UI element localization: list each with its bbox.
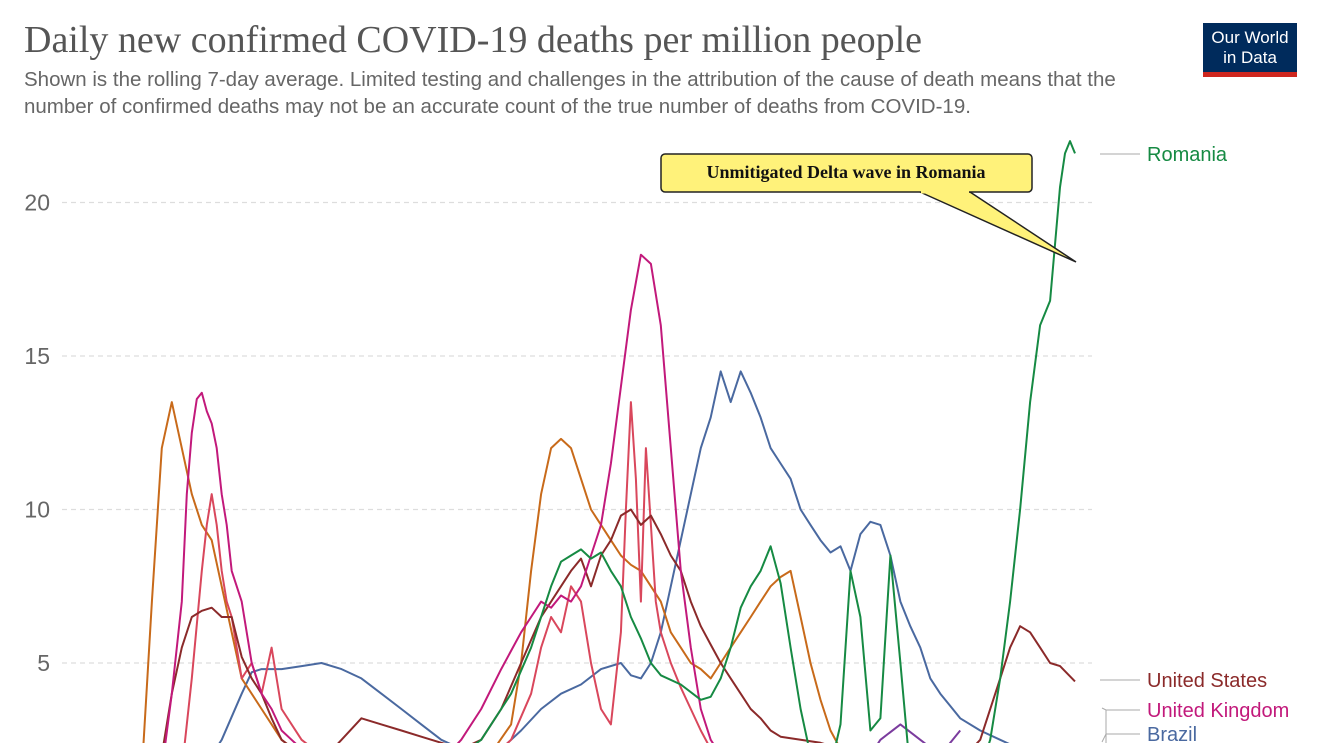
y-axis: 5 10 15 20 bbox=[24, 190, 50, 677]
series-line-red-series[interactable] bbox=[182, 401, 781, 743]
annotation-text: Unmitigated Delta wave in Romania bbox=[707, 162, 986, 182]
y-tick-5: 5 bbox=[37, 650, 50, 676]
series-line-orange-series[interactable] bbox=[142, 401, 861, 743]
annotation: Unmitigated Delta wave in Romania bbox=[660, 153, 1077, 263]
logo-line-2: in Data bbox=[1223, 48, 1277, 67]
legend-connector-united-kingdom bbox=[1101, 707, 1140, 711]
y-tick-15: 15 bbox=[24, 343, 50, 369]
gridlines bbox=[62, 201, 1092, 664]
series-lines bbox=[142, 140, 1076, 743]
legend-label-romania[interactable]: Romania bbox=[1147, 144, 1228, 166]
legend: Romania United States United Kingdom Brazil bbox=[1100, 144, 1289, 743]
legend-label-united-kingdom[interactable]: United Kingdom bbox=[1147, 700, 1289, 722]
chart-title: Daily new confirmed COVID-19 deaths per … bbox=[24, 19, 923, 61]
legend-connector-brazil bbox=[1101, 733, 1140, 743]
y-tick-10: 10 bbox=[24, 497, 50, 523]
series-line-brazil[interactable] bbox=[202, 370, 1075, 743]
chart-subtitle: Shown is the rolling 7-day average. Limi… bbox=[24, 68, 1116, 118]
series-line-purple-series[interactable] bbox=[860, 723, 961, 743]
y-tick-20: 20 bbox=[24, 190, 50, 216]
series-line-romania[interactable] bbox=[441, 140, 1076, 743]
owid-logo[interactable]: Our World in Data bbox=[1203, 23, 1297, 77]
legend-label-brazil[interactable]: Brazil bbox=[1147, 724, 1197, 743]
series-line-united-states[interactable] bbox=[162, 508, 1076, 743]
series-line-united-kingdom[interactable] bbox=[162, 253, 731, 743]
annotation-box bbox=[660, 153, 1033, 193]
legend-label-united-states[interactable]: United States bbox=[1147, 670, 1267, 692]
logo-line-1: Our World bbox=[1211, 28, 1289, 47]
